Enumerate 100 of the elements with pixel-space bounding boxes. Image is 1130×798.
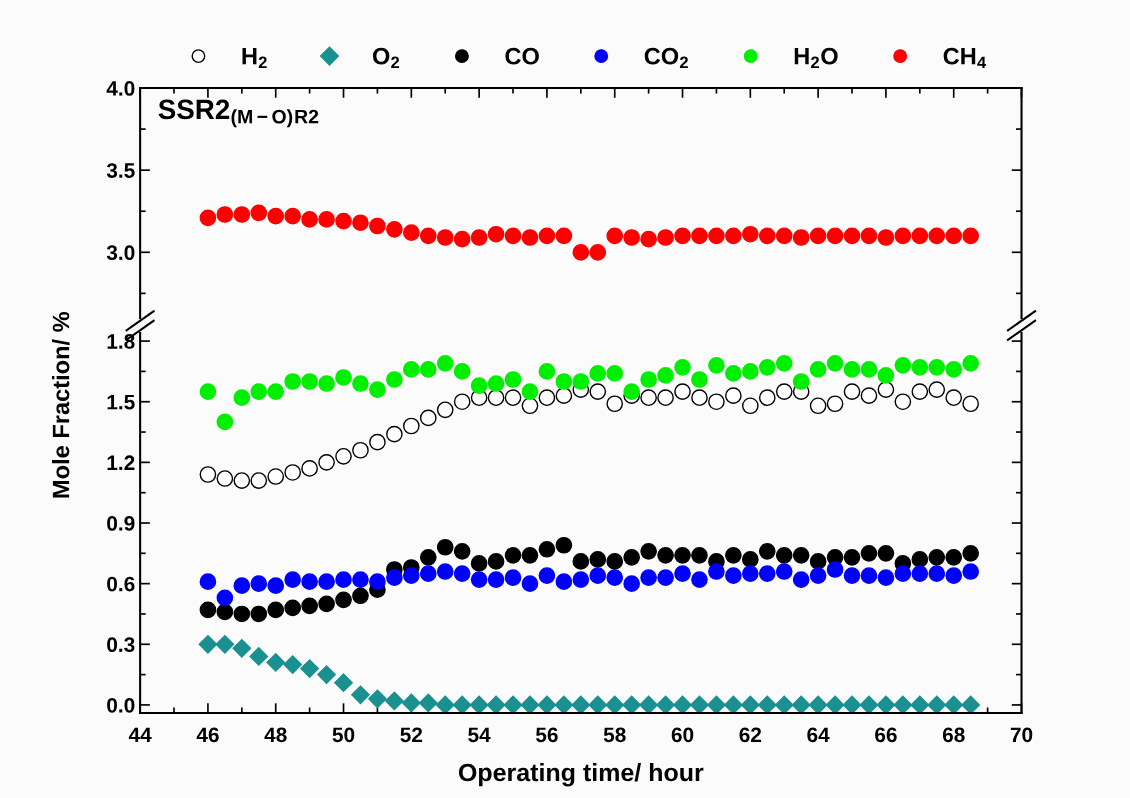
point xyxy=(418,693,438,713)
point xyxy=(215,634,235,654)
point xyxy=(470,571,488,588)
point xyxy=(962,395,980,413)
point xyxy=(284,373,302,390)
point xyxy=(538,540,556,558)
x-tick-label: 46 xyxy=(196,727,219,743)
point xyxy=(318,595,335,613)
point xyxy=(452,695,472,715)
x-tick-label: 66 xyxy=(875,727,897,743)
point xyxy=(894,393,912,411)
point xyxy=(606,569,624,586)
point xyxy=(758,565,776,582)
point xyxy=(860,544,878,562)
point xyxy=(640,230,657,248)
x-tick-label: 62 xyxy=(739,727,762,743)
point xyxy=(335,212,352,230)
point xyxy=(470,555,488,572)
y-tick-label: 3.5 xyxy=(106,163,135,178)
point xyxy=(708,393,725,411)
point xyxy=(792,547,810,564)
point xyxy=(622,695,642,715)
point xyxy=(250,472,268,489)
y-tick-label: 3.0 xyxy=(106,245,135,261)
point xyxy=(589,551,607,568)
point xyxy=(640,371,657,388)
point xyxy=(725,387,742,405)
point xyxy=(691,227,708,245)
point xyxy=(521,229,539,246)
point xyxy=(945,361,963,378)
point xyxy=(774,695,794,715)
point xyxy=(402,567,420,584)
point xyxy=(318,375,335,392)
point xyxy=(216,413,234,431)
point xyxy=(657,229,674,246)
point xyxy=(741,565,759,582)
point xyxy=(775,547,793,564)
point xyxy=(809,567,827,584)
point xyxy=(487,375,505,392)
point xyxy=(928,227,946,245)
point xyxy=(504,227,522,245)
point xyxy=(233,389,251,407)
point xyxy=(911,551,929,568)
point xyxy=(504,371,522,388)
point xyxy=(520,695,540,715)
point xyxy=(402,361,420,378)
point xyxy=(538,363,556,380)
point xyxy=(606,227,624,245)
point xyxy=(369,217,386,235)
point xyxy=(317,665,336,684)
point xyxy=(318,454,335,471)
annotation: SSR2$_{(M−O)R2}$ xyxy=(158,99,319,128)
point xyxy=(707,695,726,715)
point xyxy=(318,573,335,590)
point xyxy=(419,409,437,427)
x-tick-label: 56 xyxy=(535,727,558,743)
point xyxy=(945,567,963,584)
point xyxy=(708,227,725,245)
point xyxy=(843,383,861,400)
point xyxy=(369,433,386,451)
point xyxy=(283,655,303,674)
point xyxy=(928,565,946,582)
point xyxy=(419,565,437,582)
point xyxy=(674,227,691,245)
x-tick-label: 54 xyxy=(468,727,491,743)
point xyxy=(250,204,268,222)
point xyxy=(555,387,573,405)
point xyxy=(741,551,759,568)
point xyxy=(724,695,743,715)
point xyxy=(435,695,455,715)
point xyxy=(961,695,981,715)
point xyxy=(199,466,217,483)
point xyxy=(572,243,590,261)
x-tick-label: 68 xyxy=(942,727,965,743)
point xyxy=(775,383,793,400)
point xyxy=(911,227,929,245)
point xyxy=(555,373,573,390)
point xyxy=(267,601,285,619)
point xyxy=(521,575,539,592)
point xyxy=(402,417,420,435)
point xyxy=(606,395,624,413)
point xyxy=(945,389,963,407)
point xyxy=(453,393,471,411)
x-tick-label: 52 xyxy=(400,727,423,743)
point xyxy=(911,383,929,400)
point xyxy=(521,547,539,564)
point xyxy=(928,549,946,566)
point xyxy=(860,387,878,405)
point xyxy=(334,673,353,693)
point xyxy=(401,693,421,713)
point xyxy=(335,447,352,465)
point xyxy=(267,383,285,400)
y-tick-label: 0.6 xyxy=(107,576,135,592)
point xyxy=(267,577,285,595)
point xyxy=(674,565,691,582)
point xyxy=(725,567,742,584)
point xyxy=(691,389,708,407)
point xyxy=(198,634,218,654)
point xyxy=(351,685,370,705)
point xyxy=(911,359,929,376)
